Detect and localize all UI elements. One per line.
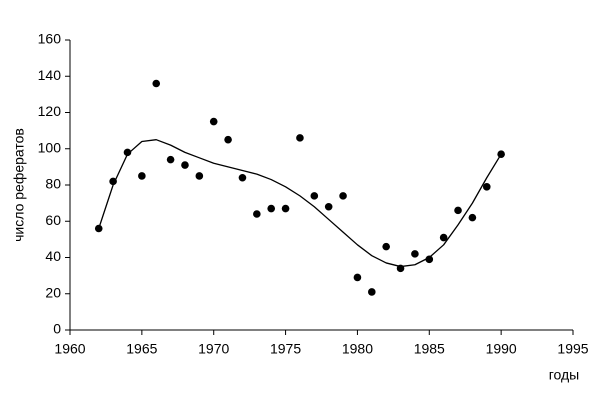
y-tick-label: 60 [45, 212, 61, 228]
y-tick-label: 120 [38, 103, 62, 119]
x-tick-label: 1965 [126, 341, 157, 357]
data-point [339, 192, 347, 200]
data-point [310, 192, 319, 200]
data-point [454, 206, 462, 215]
x-tick-label: 1980 [342, 341, 373, 357]
data-point [109, 177, 117, 186]
data-point [482, 183, 491, 191]
data-point [181, 161, 189, 169]
data-point [439, 233, 448, 242]
y-tick-label: 80 [45, 176, 61, 192]
y-tick-label: 0 [53, 321, 61, 337]
x-tick-label: 1990 [486, 341, 517, 357]
x-tick-label: 1975 [270, 341, 301, 357]
data-point [209, 117, 218, 126]
data-point [152, 79, 161, 88]
data-point [353, 273, 362, 282]
x-tick-label: 1970 [198, 341, 229, 357]
data-point [138, 172, 146, 180]
data-point [396, 264, 405, 273]
data-point [94, 224, 103, 233]
x-axis-label: годы [549, 367, 580, 383]
y-tick-label: 160 [38, 31, 62, 47]
data-point [382, 242, 390, 251]
data-point [238, 173, 247, 182]
y-tick-label: 140 [38, 67, 62, 83]
data-point [267, 204, 276, 213]
x-tick-label: 1995 [557, 341, 588, 357]
data-point [468, 213, 477, 222]
data-point [425, 255, 434, 264]
x-tick-label: 1960 [54, 341, 85, 357]
y-tick-label: 40 [45, 248, 61, 264]
y-tick-label: 20 [45, 284, 61, 300]
y-tick-label: 100 [38, 139, 62, 155]
data-point [324, 202, 333, 211]
data-point [411, 250, 419, 258]
data-point [497, 150, 505, 158]
data-point [195, 172, 204, 180]
data-point [368, 288, 376, 296]
data-point [253, 210, 261, 218]
data-point [281, 204, 290, 213]
y-axis-label: число рефератов [11, 128, 27, 242]
x-tick-label: 1985 [414, 341, 445, 357]
data-point [166, 155, 175, 164]
trend-line [98, 139, 502, 268]
data-point [224, 135, 232, 144]
data-point [123, 148, 132, 157]
data-point [296, 134, 304, 142]
